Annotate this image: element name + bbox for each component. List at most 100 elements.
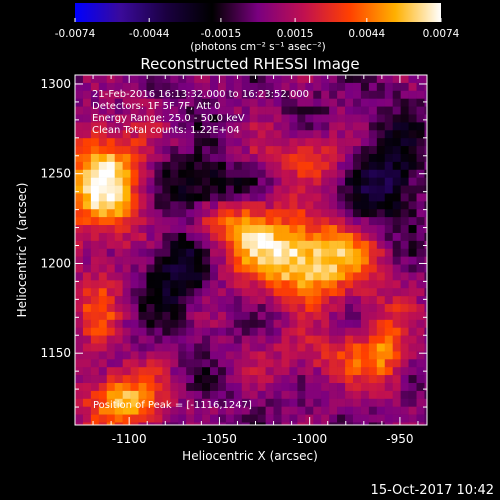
heatmap-cell	[233, 138, 243, 147]
heatmap-cell	[432, 265, 440, 273]
heatmap-cell	[360, 185, 370, 194]
x-tick-label: -1100	[112, 432, 147, 446]
heatmap-cell	[392, 414, 401, 423]
heatmap-cell	[122, 90, 131, 99]
heatmap-cell	[416, 146, 425, 155]
heatmap-cell	[98, 327, 108, 336]
heatmap-cell	[313, 122, 322, 131]
heatmap-cell	[305, 288, 314, 297]
heatmap-cell	[432, 351, 440, 359]
heatmap-cell	[265, 343, 274, 352]
heatmap-cell	[273, 343, 282, 352]
heatmap-cell	[305, 82, 314, 92]
heatmap-cell	[400, 82, 409, 92]
heatmap-cell	[424, 351, 427, 360]
heatmap-cell	[162, 430, 170, 438]
heatmap-cell	[162, 232, 171, 242]
heatmap-cell	[313, 256, 322, 265]
heatmap-cell	[233, 130, 243, 139]
heatmap-cell	[241, 146, 251, 155]
heatmap-cell	[122, 209, 131, 218]
heatmap-cell	[210, 130, 219, 139]
heatmap-cell	[138, 280, 147, 289]
heatmap-cell	[329, 153, 338, 163]
heatmap-cell	[90, 288, 100, 297]
plot-frame	[74, 74, 428, 426]
heatmap-cell	[416, 367, 425, 376]
heatmap-cell	[194, 232, 203, 242]
heatmap-cell	[345, 232, 354, 242]
heatmap-cell	[194, 288, 203, 297]
heatmap-cell	[146, 406, 155, 415]
heatmap-cell	[225, 82, 235, 92]
heatmap-cell	[130, 272, 139, 281]
heatmap-cell	[154, 256, 163, 265]
heatmap-cell	[241, 114, 251, 123]
heatmap-cell	[424, 75, 427, 84]
heatmap-cell	[313, 106, 322, 115]
heatmap-cell	[217, 367, 227, 376]
heatmap-cell	[376, 122, 386, 131]
heatmap-cell	[75, 90, 84, 99]
heatmap-cell	[376, 422, 386, 425]
heatmap-cell	[162, 367, 171, 376]
heatmap-cell	[424, 375, 427, 384]
heatmap-cell	[392, 240, 401, 250]
heatmap-cell	[321, 248, 330, 257]
heatmap-cell	[352, 351, 362, 360]
heatmap-cell	[186, 114, 195, 123]
heatmap-cell	[384, 130, 393, 139]
heatmap-cell	[202, 193, 211, 202]
heatmap-cell	[138, 90, 147, 99]
heatmap-cell	[432, 114, 440, 122]
heatmap-cell	[416, 225, 425, 234]
heatmap-cell	[178, 217, 187, 226]
heatmap-cell	[376, 390, 386, 400]
heatmap-cell	[233, 343, 243, 352]
heatmap-cell	[281, 90, 290, 99]
heatmap-cell	[178, 430, 186, 438]
heatmap-cell	[162, 161, 171, 171]
heatmap-cell	[194, 272, 203, 281]
heatmap-cell	[360, 335, 370, 344]
heatmap-cell	[297, 193, 306, 202]
heatmap-cell	[257, 304, 266, 313]
heatmap-cell	[289, 383, 298, 392]
heatmap-cell	[265, 193, 274, 202]
heatmap-cell	[289, 146, 298, 155]
heatmap-cell	[98, 90, 108, 99]
heatmap-cell	[241, 122, 251, 131]
heatmap-cell	[297, 304, 306, 313]
heatmap-cell	[400, 256, 409, 265]
heatmap-cell	[424, 177, 427, 186]
heatmap-cell	[352, 383, 362, 392]
heatmap-cell	[249, 225, 258, 234]
heatmap-cell	[210, 201, 219, 210]
heatmap-cell	[210, 185, 219, 194]
heatmap-cell	[376, 185, 386, 194]
heatmap-cell	[352, 232, 362, 242]
heatmap-cell	[90, 414, 100, 423]
heatmap-cell	[249, 414, 258, 423]
heatmap-cell	[217, 288, 227, 297]
heatmap-cell	[249, 106, 258, 115]
heatmap-cell	[98, 272, 108, 281]
heatmap-cell	[90, 146, 100, 155]
heatmap-cell	[249, 177, 258, 186]
heatmap-cell	[368, 146, 378, 155]
heatmap-cell	[146, 390, 155, 400]
heatmap-cell	[75, 390, 84, 400]
heatmap-cell	[130, 398, 139, 407]
heatmap-cell	[202, 225, 211, 234]
heatmap-cell	[138, 335, 147, 344]
heatmap-cell	[217, 311, 227, 321]
heatmap-cell	[138, 351, 147, 360]
heatmap-cell	[313, 130, 322, 139]
heatmap-cell	[82, 90, 92, 99]
heatmap-cell	[289, 343, 298, 352]
heatmap-cell	[384, 201, 393, 210]
heatmap-cell	[337, 90, 346, 99]
heatmap-cell	[249, 367, 258, 376]
heatmap-cell	[289, 390, 298, 400]
heatmap-cell	[265, 169, 274, 178]
